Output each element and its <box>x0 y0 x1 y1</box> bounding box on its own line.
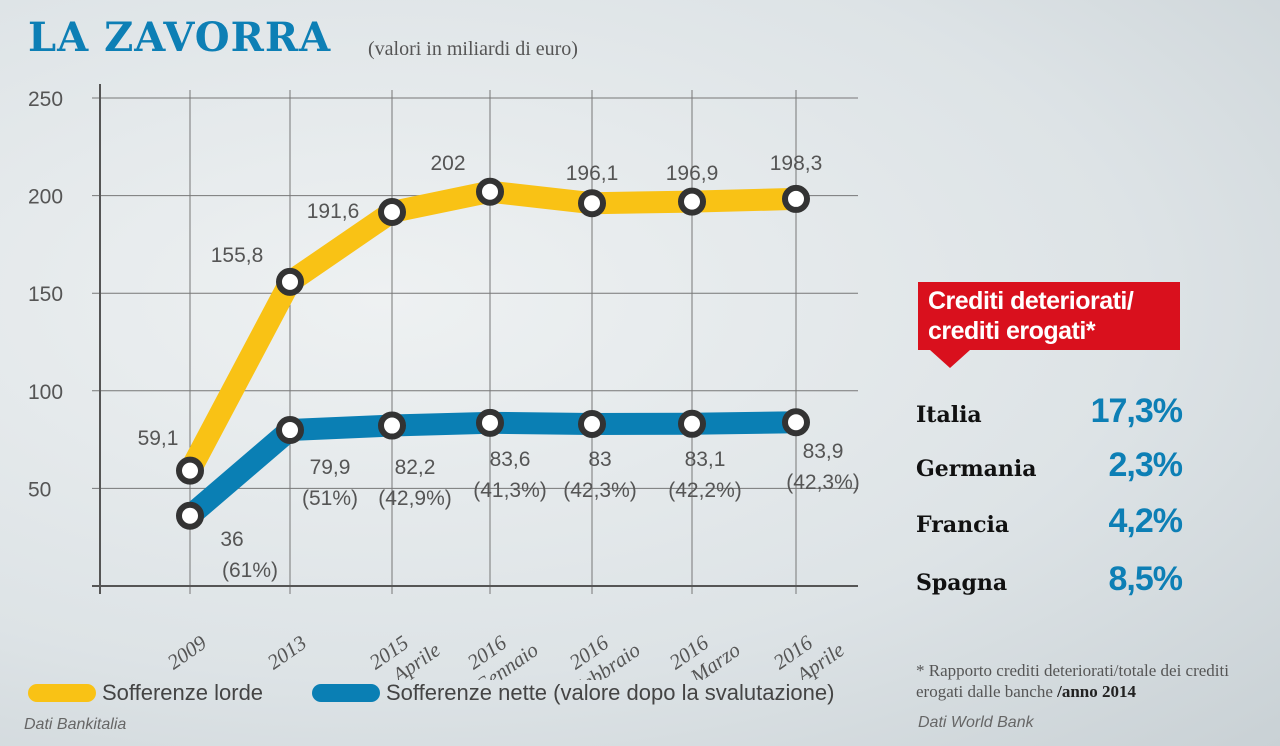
data-label-lorde: 196,9 <box>666 162 719 185</box>
data-label-lorde: 196,1 <box>566 162 619 185</box>
data-point <box>578 189 606 218</box>
x-tick-label: 2013 <box>263 630 311 674</box>
data-point <box>378 411 406 440</box>
x-tick-label: 2009 <box>163 630 212 674</box>
chart-title: LA ZAVORRA <box>28 14 332 61</box>
country-value: 2,3% <box>1108 446 1183 484</box>
panel-title-line1: Crediti deteriorati/ <box>928 287 1134 315</box>
data-label-lorde: 198,3 <box>770 152 823 175</box>
data-label-nette-pct: (42,2%) <box>668 479 742 502</box>
country-value: 17,3% <box>1090 392 1183 430</box>
source-bankitalia: Dati Bankitalia <box>24 716 127 733</box>
data-label-nette: 36 <box>220 528 243 551</box>
y-tick-label: 250 <box>28 88 63 111</box>
panel-title-line2: crediti erogati* <box>928 317 1096 345</box>
y-tick-label: 200 <box>28 186 63 209</box>
data-point <box>678 409 706 438</box>
footnote-text: * Rapporto crediti deteriorati/totale de… <box>916 661 1229 701</box>
legend-item-nette: Sofferenze nette (valore dopo la svaluta… <box>312 680 834 706</box>
data-label-nette: 83,6 <box>490 448 531 471</box>
legend-swatch-lorde <box>28 684 96 702</box>
line-chart: 50 100 150 200 250 2009 2013 2015Aprile 2016Genn… <box>28 84 860 680</box>
footnote-year: /anno 2014 <box>1057 682 1137 701</box>
data-point <box>476 408 504 437</box>
data-label-nette-pct: (41,3%) <box>473 479 547 502</box>
data-label-nette: 82,2 <box>395 456 436 479</box>
panel-title: Crediti deteriorati/ crediti erogati* <box>918 282 1180 350</box>
data-label-lorde: 155,8 <box>211 244 264 267</box>
country-name: Spagna <box>916 570 1008 596</box>
country-name: Germania <box>916 456 1037 482</box>
country-row: Francia 4,2% <box>916 502 1183 541</box>
source-world-bank: Dati World Bank <box>918 714 1034 731</box>
data-label-nette: 79,9 <box>310 456 351 479</box>
chart-subtitle: (valori in miliardi di euro) <box>368 38 578 60</box>
data-label-nette-pct: (42,9%) <box>378 487 452 510</box>
data-point <box>176 456 204 485</box>
data-point <box>476 177 504 206</box>
y-tick-label: 50 <box>28 478 51 501</box>
data-label-nette: 83,1 <box>685 448 726 471</box>
legend-label-nette: Sofferenze nette (valore dopo la svaluta… <box>386 680 835 705</box>
country-name: Italia <box>916 402 982 428</box>
country-row: Italia 17,3% <box>916 392 1183 431</box>
country-name: Francia <box>916 512 1010 538</box>
country-value: 4,2% <box>1108 502 1183 540</box>
data-point <box>176 501 204 530</box>
x-tick-label: 2016Febbraio <box>552 618 644 680</box>
panel-title-pointer <box>930 350 970 368</box>
data-point <box>378 197 406 226</box>
x-tick-label: 2016Marzo <box>665 618 745 680</box>
data-point <box>578 409 606 438</box>
country-row: Germania 2,3% <box>916 446 1183 485</box>
data-label-lorde: 191,6 <box>307 200 360 223</box>
data-label-nette: 83,9 <box>803 440 844 463</box>
x-tick-label: 2015Aprile <box>365 618 445 680</box>
footnote: * Rapporto crediti deteriorati/totale de… <box>916 660 1256 702</box>
legend-swatch-nette <box>312 684 380 702</box>
data-label-nette: 83 <box>588 448 611 471</box>
legend-item-lorde: Sofferenze lorde <box>28 680 263 706</box>
legend-label-lorde: Sofferenze lorde <box>102 680 264 705</box>
y-tick-label: 100 <box>28 381 63 404</box>
data-label-lorde: 59,1 <box>138 427 179 450</box>
data-label-lorde: 202 <box>430 152 465 175</box>
data-point <box>782 408 810 437</box>
data-point <box>276 267 304 296</box>
data-point <box>678 187 706 216</box>
x-tick-label: 2016Gennaio <box>456 618 543 680</box>
y-tick-label: 150 <box>28 283 63 306</box>
data-label-nette-pct: (51%) <box>302 487 358 510</box>
data-label-nette-pct: (42,3%) <box>563 479 637 502</box>
data-point <box>276 416 304 445</box>
x-tick-label: 2016Aprile <box>769 618 849 680</box>
country-value: 8,5% <box>1108 560 1183 598</box>
data-point <box>782 184 810 213</box>
data-label-nette-pct: (61%) <box>222 559 278 582</box>
data-label-nette-pct: (42,3%) <box>786 471 860 494</box>
country-row: Spagna 8,5% <box>916 560 1183 599</box>
